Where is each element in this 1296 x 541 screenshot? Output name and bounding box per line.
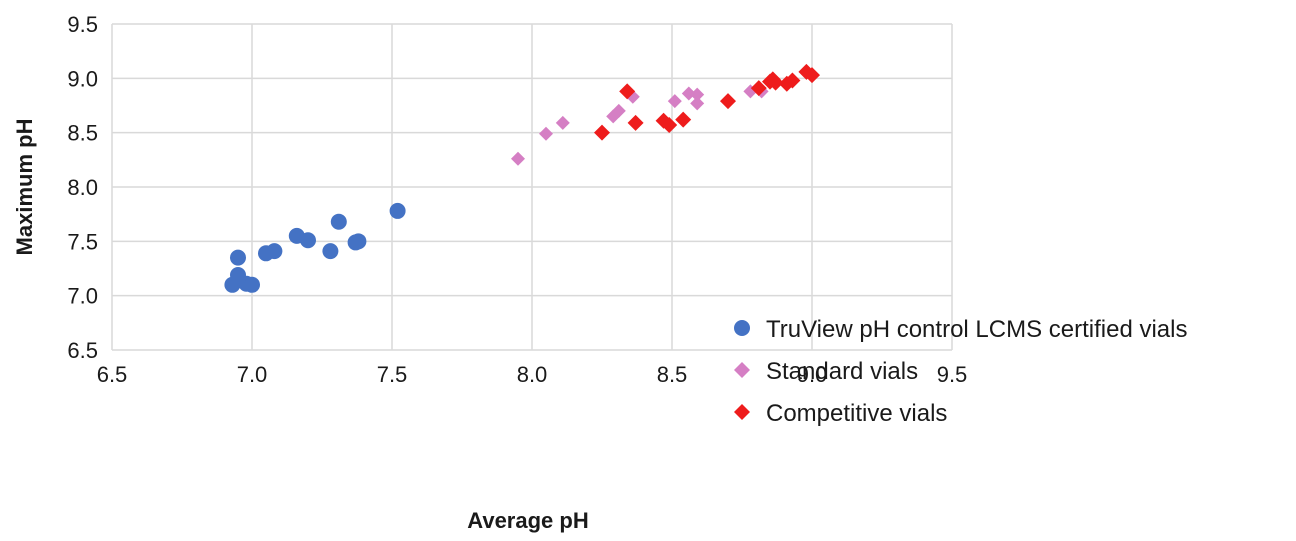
data-points bbox=[224, 63, 820, 293]
data-point bbox=[690, 96, 705, 111]
data-point bbox=[594, 124, 610, 141]
data-point bbox=[675, 111, 692, 128]
x-tick-label: 7.5 bbox=[377, 362, 408, 387]
y-tick-label: 7.5 bbox=[67, 229, 98, 254]
data-point bbox=[619, 83, 636, 100]
legend-label: Competitive vials bbox=[766, 400, 947, 427]
x-tick-label: 9.0 bbox=[797, 362, 828, 387]
data-point bbox=[389, 202, 406, 219]
y-tick-label: 9.5 bbox=[67, 12, 98, 37]
data-point bbox=[804, 67, 820, 84]
x-tick-label: 8.0 bbox=[517, 362, 548, 387]
data-point bbox=[611, 103, 626, 118]
legend-label: TruView pH control LCMS certified vials bbox=[766, 316, 1187, 343]
y-tick-label: 9.0 bbox=[67, 66, 98, 91]
data-point bbox=[720, 93, 736, 110]
data-point bbox=[627, 114, 644, 131]
data-point bbox=[681, 86, 696, 101]
legend-marker bbox=[734, 320, 750, 336]
legend-item: Competitive vials bbox=[734, 400, 947, 427]
legend-label: Standard vials bbox=[766, 358, 918, 385]
y-axis-title: Maximum pH bbox=[12, 119, 37, 256]
legend: TruView pH control LCMS certified vials S… bbox=[734, 316, 1187, 427]
series-1 bbox=[224, 202, 406, 293]
data-point bbox=[330, 213, 347, 230]
y-tick-label: 7.0 bbox=[67, 284, 98, 309]
data-point bbox=[764, 71, 781, 88]
y-tick-label: 8.5 bbox=[67, 121, 98, 146]
data-point bbox=[322, 243, 339, 260]
data-point bbox=[539, 126, 553, 141]
data-point bbox=[690, 87, 705, 102]
legend-item: Standard vials bbox=[734, 358, 918, 385]
data-point bbox=[784, 72, 801, 89]
data-point bbox=[661, 117, 678, 134]
data-point bbox=[300, 232, 316, 249]
data-point bbox=[350, 233, 367, 250]
data-point bbox=[266, 243, 283, 260]
legend-item: TruView pH control LCMS certified vials bbox=[734, 316, 1187, 343]
legend-marker bbox=[734, 362, 750, 378]
x-tick-label: 8.5 bbox=[657, 362, 688, 387]
data-point bbox=[555, 115, 570, 130]
data-point bbox=[511, 151, 525, 166]
tick-labels: 6.5 7.0 7.5 8.0 8.5 9.0 9.5 6.5 7.0 7.5 8.0 8.5 9.0 9… bbox=[67, 12, 967, 387]
data-point bbox=[667, 94, 682, 109]
legend-marker bbox=[734, 404, 750, 420]
x-axis-title: Average pH bbox=[467, 508, 588, 533]
x-tick-label: 7.0 bbox=[237, 362, 268, 387]
x-tick-label: 6.5 bbox=[97, 362, 128, 387]
y-tick-label: 6.5 bbox=[67, 338, 98, 363]
gridlines bbox=[111, 23, 953, 351]
x-tick-label: 9.5 bbox=[937, 362, 968, 387]
series-3 bbox=[594, 63, 820, 141]
data-point bbox=[230, 249, 246, 266]
data-point bbox=[244, 276, 260, 293]
y-tick-label: 8.0 bbox=[67, 175, 98, 200]
data-point bbox=[750, 80, 767, 97]
